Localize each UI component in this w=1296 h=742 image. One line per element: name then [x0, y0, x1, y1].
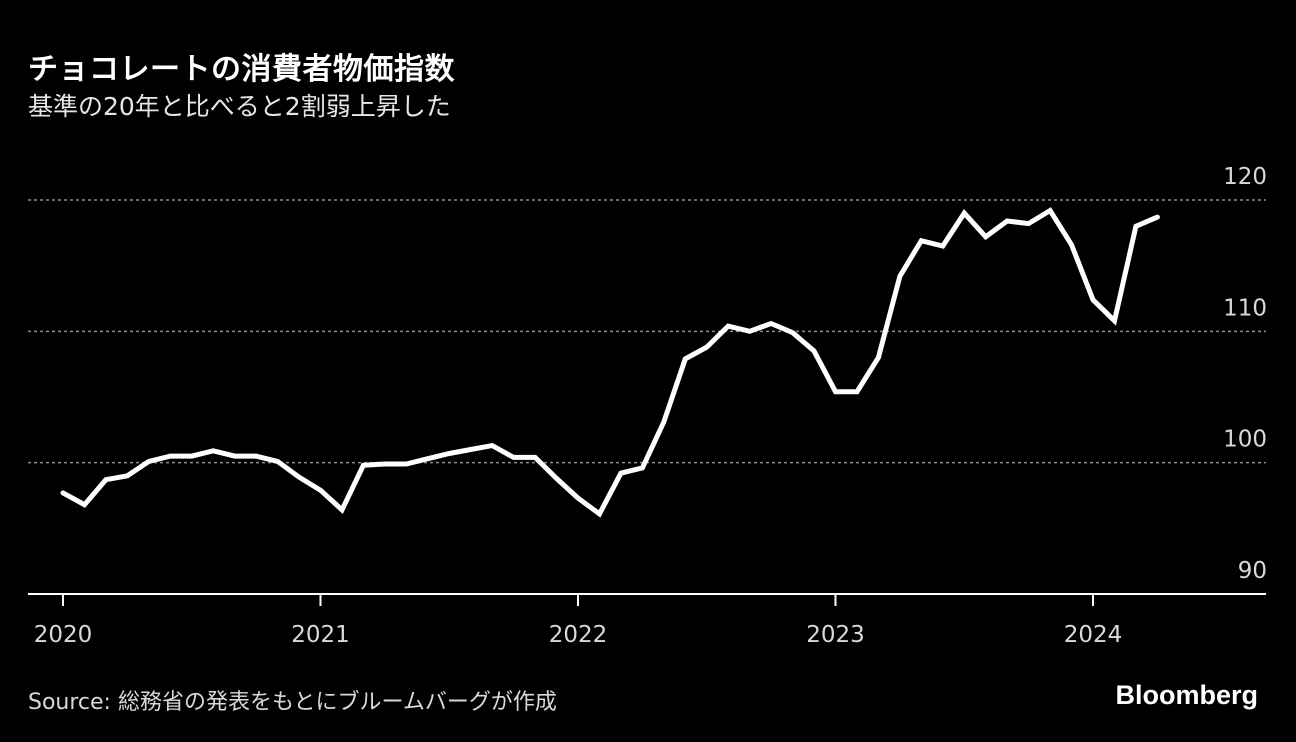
x-tick-label: 2023	[806, 622, 865, 648]
chart-title: チョコレートの消費者物価指数	[28, 52, 455, 87]
chart-subtitle: 基準の20年と比べると2割弱上昇した	[28, 92, 451, 121]
x-tick-label: 2024	[1064, 622, 1123, 648]
y-tick-label: 100	[1223, 427, 1267, 453]
x-tick-label: 2021	[291, 622, 350, 648]
y-tick-label: 90	[1238, 558, 1267, 584]
series-line	[60, 207, 1160, 518]
x-tick-label: 2022	[549, 622, 608, 648]
bloomberg-logo: Bloomberg	[1115, 680, 1258, 710]
y-tick-label: 120	[1223, 164, 1267, 190]
source-note: Source: 総務省の発表をもとにブルームバーグが作成	[28, 690, 557, 715]
x-tick-label: 2020	[34, 622, 93, 648]
y-tick-label: 110	[1223, 295, 1267, 321]
